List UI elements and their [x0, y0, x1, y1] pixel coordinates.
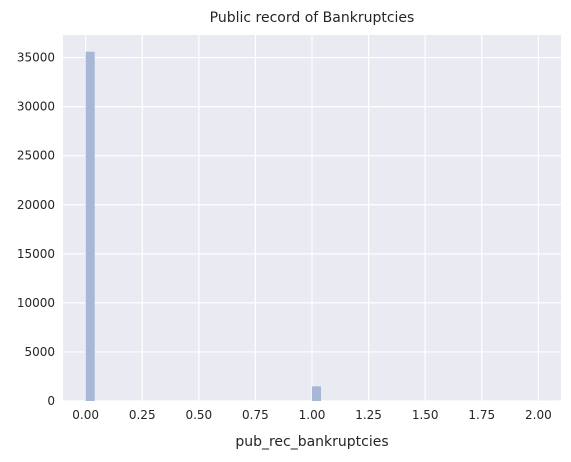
- y-tick-label: 0: [47, 394, 55, 408]
- x-tick-label: 0.00: [72, 408, 99, 422]
- x-tick-label: 1.50: [412, 408, 439, 422]
- x-axis-label: pub_rec_bankruptcies: [235, 434, 388, 450]
- y-tick-label: 25000: [17, 149, 55, 163]
- x-tick-label: 0.75: [242, 408, 269, 422]
- chart-title: Public record of Bankruptcies: [210, 10, 415, 26]
- histogram-bar: [312, 386, 321, 401]
- y-tick-label: 20000: [17, 198, 55, 212]
- y-tick-label: 5000: [24, 345, 55, 359]
- y-tick-label: 35000: [17, 51, 55, 65]
- x-tick-label: 0.50: [185, 408, 212, 422]
- y-tick-label: 10000: [17, 296, 55, 310]
- y-tick-label: 15000: [17, 247, 55, 261]
- x-tick-label: 0.25: [129, 408, 156, 422]
- x-tick-label: 1.00: [299, 408, 326, 422]
- x-axis-ticks: 0.00 0.25 0.50 0.75 1.00 1.25 1.50 1.75 2.00: [72, 408, 551, 422]
- y-tick-label: 30000: [17, 100, 55, 114]
- histogram-bar: [86, 52, 95, 401]
- x-tick-label: 2.00: [525, 408, 552, 422]
- x-tick-label: 1.75: [468, 408, 495, 422]
- x-tick-label: 1.25: [355, 408, 382, 422]
- y-axis-ticks: 0 5000 10000 15000 20000 25000 30000 35000: [17, 51, 55, 408]
